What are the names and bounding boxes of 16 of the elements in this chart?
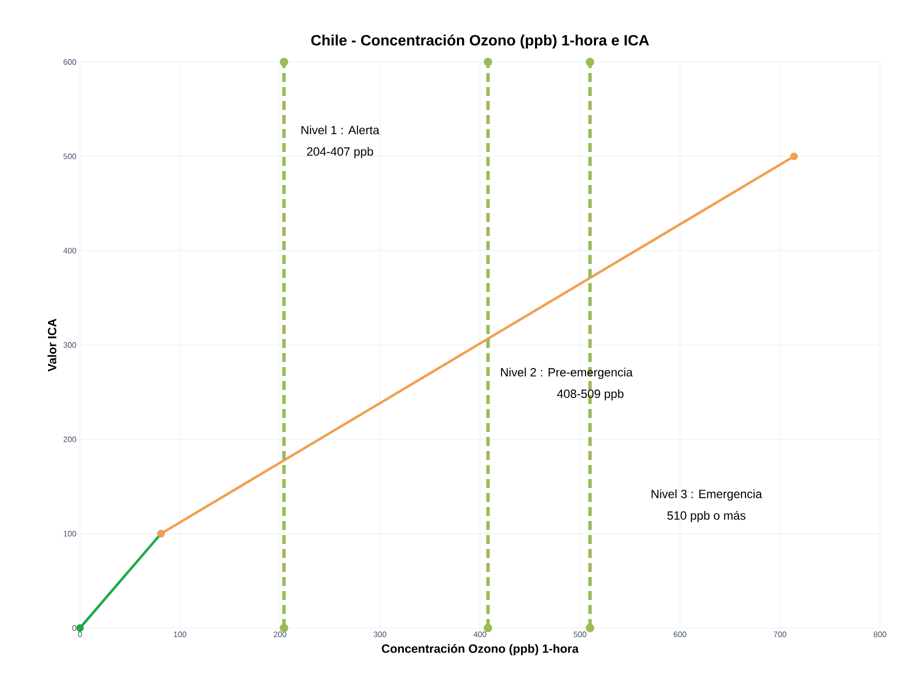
point — [790, 152, 798, 160]
point — [280, 58, 288, 66]
annotation: Nivel 3 : Emergencia — [652, 489, 762, 501]
point — [484, 58, 492, 66]
annotation: 510 ppb o más — [667, 510, 746, 522]
annotation: 204-407 ppb — [307, 146, 374, 158]
point — [76, 624, 84, 632]
annotation: 408-509 ppb — [557, 389, 624, 400]
point — [586, 58, 594, 66]
x-axis-title: Concentración Ozono (ppb) 1-hora — [382, 644, 579, 656]
y-axis-title: Valor ICA — [48, 318, 56, 372]
point — [586, 624, 594, 632]
annotation: Nivel 1 : Alerta — [302, 126, 380, 134]
point — [280, 624, 288, 632]
chart-title: Chile - Concentración Ozono (ppb) 1-hora e ICA — [311, 34, 649, 48]
point — [484, 624, 492, 632]
